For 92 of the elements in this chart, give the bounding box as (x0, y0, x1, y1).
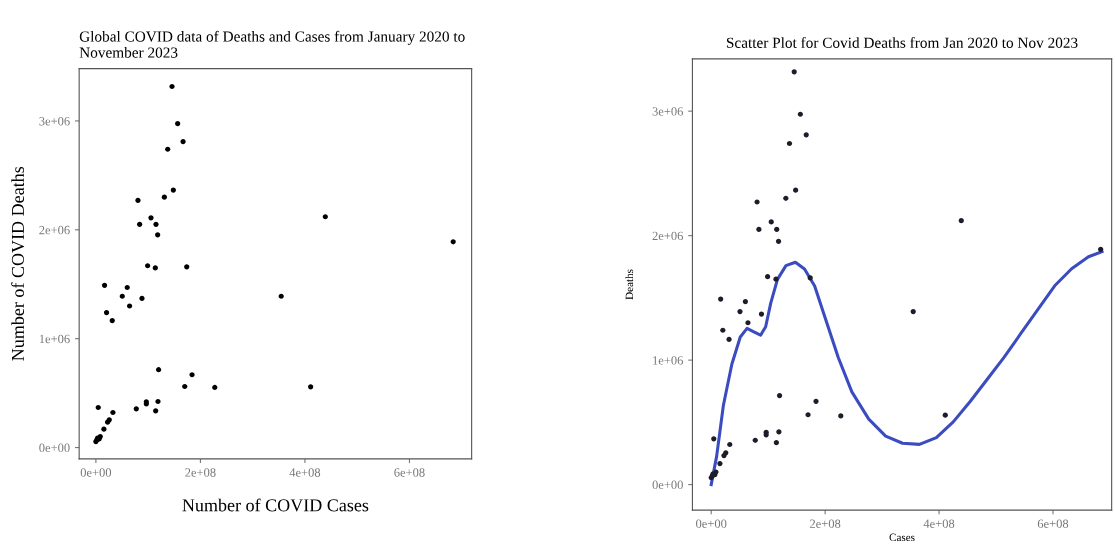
x-tick-label: 6e+08 (394, 468, 425, 477)
point (754, 199, 760, 205)
point (793, 187, 799, 193)
point (776, 392, 783, 399)
point (727, 441, 733, 448)
point (776, 429, 782, 435)
point (720, 327, 726, 333)
y-tick-label: 0e+00 (652, 480, 683, 490)
point (1098, 246, 1104, 252)
point (101, 426, 107, 432)
point (145, 263, 151, 269)
point (791, 69, 797, 75)
point (803, 132, 809, 138)
point (737, 308, 743, 315)
point (807, 275, 813, 281)
point (805, 412, 811, 418)
point (775, 238, 782, 244)
chart-title: Global COVID data of Deaths and Cases from January 2020 to November 2023 (79, 30, 465, 58)
chart-title: Scatter Plot for Covid Deaths from Jan 2020 to Nov 2023 (726, 36, 1078, 48)
x-tick-label: 0e+00 (696, 519, 727, 528)
point (101, 282, 108, 288)
point (103, 309, 110, 316)
y-tick-label: 3e+06 (652, 107, 684, 116)
point (450, 239, 456, 245)
point (773, 276, 779, 282)
y-tick-label: 1e+06 (39, 334, 70, 344)
x-tick-label: 4e+08 (289, 468, 321, 477)
point (180, 139, 186, 145)
x-tick-label: 2e+08 (810, 519, 841, 528)
point (155, 398, 161, 405)
point (752, 437, 758, 443)
point (758, 311, 765, 317)
y-tick-label: 0e+00 (39, 443, 70, 453)
y-tick-label: 3e+06 (39, 116, 70, 126)
point (184, 264, 190, 270)
point (768, 219, 774, 225)
point (942, 412, 948, 418)
point (278, 293, 284, 299)
x-tick-label: 2e+08 (185, 468, 216, 477)
x-tick-label: 0e+00 (80, 468, 112, 477)
point (838, 413, 844, 419)
point (153, 408, 159, 414)
point (155, 232, 161, 238)
y-tick-label: 2e+06 (39, 225, 70, 235)
point (711, 436, 717, 442)
point (148, 215, 154, 221)
point (308, 384, 314, 390)
point (212, 384, 218, 391)
point (161, 194, 167, 200)
x-tick-label: 6e+08 (1037, 519, 1069, 528)
point (127, 303, 133, 309)
y-axis-title: Number of COVID Deaths (11, 166, 25, 361)
point (169, 83, 175, 90)
point (774, 226, 780, 232)
point (745, 320, 751, 326)
point (910, 308, 916, 315)
point (119, 293, 125, 299)
point (189, 372, 195, 378)
point (139, 295, 145, 301)
point (152, 265, 158, 271)
point (756, 226, 762, 232)
y-tick-label: 1e+06 (653, 356, 684, 365)
point (958, 218, 964, 224)
point (137, 221, 143, 227)
x-tick-label: 4e+08 (923, 519, 955, 528)
point (110, 409, 116, 416)
point (726, 336, 732, 343)
point (765, 274, 771, 280)
point (156, 367, 162, 373)
point (95, 404, 101, 411)
point (717, 460, 723, 467)
y-axis-title: Deaths (625, 269, 634, 300)
point (718, 296, 724, 302)
point (813, 398, 819, 404)
point (783, 195, 789, 201)
point (124, 284, 130, 291)
point (797, 111, 803, 117)
y-tick-label: 2e+06 (652, 231, 684, 241)
x-axis-title: Number of COVID Cases (182, 498, 369, 512)
point (742, 299, 748, 305)
point (786, 140, 793, 147)
point (135, 197, 141, 204)
x-axis-title: Cases (889, 533, 915, 542)
point (322, 214, 328, 220)
point (133, 406, 139, 412)
point (170, 187, 176, 193)
point (773, 440, 779, 446)
point (175, 121, 181, 127)
point (109, 318, 115, 324)
point (182, 383, 188, 390)
point (153, 221, 159, 227)
point (165, 146, 171, 152)
